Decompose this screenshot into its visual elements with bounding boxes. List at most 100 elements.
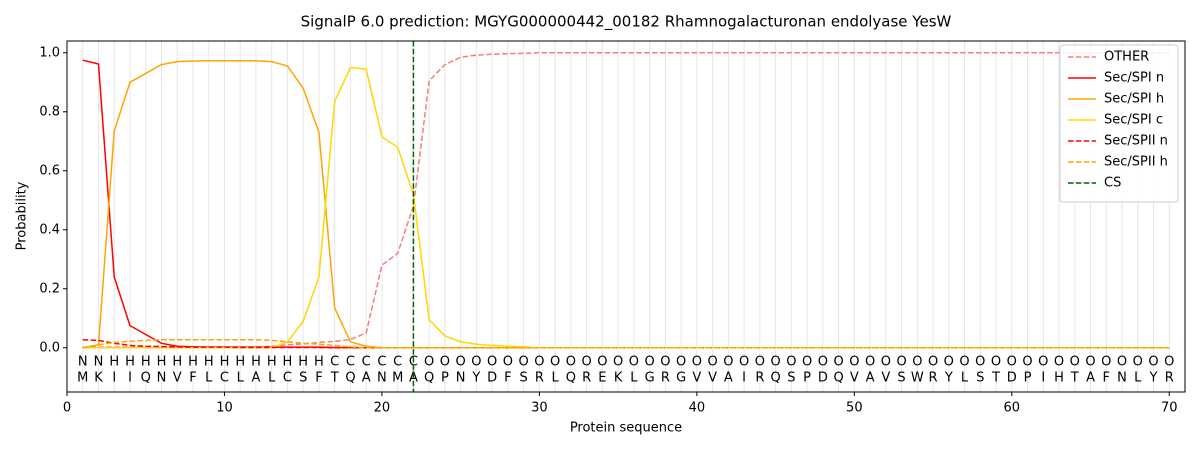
residue-label: O <box>597 354 607 369</box>
legend-label: Sec/SPI n <box>1104 71 1164 86</box>
residue-label: O <box>660 354 670 369</box>
residue-label: C <box>362 354 371 369</box>
residue: A <box>724 370 733 385</box>
y-tick-label: 0.6 <box>39 163 60 178</box>
residue: L <box>237 370 245 385</box>
residue: I <box>742 370 746 385</box>
residue-label: O <box>849 354 859 369</box>
residue: D <box>1007 370 1017 385</box>
residue: I <box>112 370 116 385</box>
residue: L <box>205 370 213 385</box>
residue: C <box>283 370 292 385</box>
residue: S <box>976 370 984 385</box>
residue-label: O <box>975 354 985 369</box>
residue: V <box>708 370 717 385</box>
residue-label: H <box>172 354 182 369</box>
residue: Q <box>566 370 576 385</box>
y-tick-label: 0.4 <box>39 222 60 237</box>
residue-label: O <box>865 354 875 369</box>
y-tick-label: 0.2 <box>39 281 60 296</box>
residue-label: C <box>330 354 339 369</box>
residue-label: H <box>298 354 308 369</box>
residue: A <box>252 370 261 385</box>
residue: R <box>661 370 670 385</box>
residue: I <box>128 370 132 385</box>
x-axis-label: Protein sequence <box>570 421 682 436</box>
residue: F <box>504 370 511 385</box>
residue: A <box>1086 370 1095 385</box>
residue-label: H <box>314 354 324 369</box>
residue-label: O <box>645 354 655 369</box>
residue-label: H <box>141 354 151 369</box>
residue: N <box>1117 370 1127 385</box>
x-tick-label: 0 <box>63 401 71 416</box>
residue: S <box>787 370 795 385</box>
residue-label: O <box>739 354 749 369</box>
residue-label: O <box>1085 354 1095 369</box>
residue-label: O <box>1148 354 1158 369</box>
residue-label: O <box>456 354 466 369</box>
residue-label: H <box>204 354 214 369</box>
residue-label: O <box>534 354 544 369</box>
y-tick-label: 0.0 <box>39 340 60 355</box>
residue: V <box>173 370 182 385</box>
residue: K <box>614 370 623 385</box>
residue: R <box>582 370 591 385</box>
x-tick-label: 10 <box>216 401 233 416</box>
residue: N <box>456 370 466 385</box>
residue: T <box>1070 370 1079 385</box>
residue-label: C <box>377 354 386 369</box>
residue: Q <box>345 370 355 385</box>
residue-label: O <box>519 354 529 369</box>
residue-label: O <box>959 354 969 369</box>
legend-label: Sec/SPI c <box>1104 113 1163 128</box>
residue: V <box>692 370 701 385</box>
residue-label: O <box>471 354 481 369</box>
residue: T <box>991 370 1000 385</box>
residue-label: O <box>770 354 780 369</box>
residue-label: O <box>424 354 434 369</box>
residue-label: O <box>1101 354 1111 369</box>
residue-label: O <box>613 354 623 369</box>
residue: M <box>392 370 403 385</box>
residue: Q <box>833 370 843 385</box>
y-tick-label: 1.0 <box>39 45 60 60</box>
residue: S <box>520 370 528 385</box>
residue: R <box>535 370 544 385</box>
residue: G <box>645 370 655 385</box>
residue: L <box>961 370 969 385</box>
residue-label: O <box>786 354 796 369</box>
residue: T <box>330 370 339 385</box>
residue-label: H <box>125 354 135 369</box>
residue: F <box>189 370 196 385</box>
residue: S <box>299 370 307 385</box>
residue-label: H <box>109 354 119 369</box>
residue-label: O <box>550 354 560 369</box>
residue-label: H <box>157 354 167 369</box>
residue: Y <box>944 370 953 385</box>
residue: L <box>268 370 276 385</box>
x-tick-label: 70 <box>1161 401 1178 416</box>
residue: F <box>1103 370 1110 385</box>
residue: Q <box>424 370 434 385</box>
residue: H <box>1054 370 1064 385</box>
residue: F <box>315 370 322 385</box>
residue: Y <box>471 370 480 385</box>
residue: A <box>866 370 875 385</box>
residue: Y <box>1149 370 1158 385</box>
residue-label: C <box>393 354 402 369</box>
legend-label: Sec/SPII h <box>1104 155 1168 170</box>
x-tick-label: 20 <box>374 401 391 416</box>
residue-label: O <box>503 354 513 369</box>
residue: R <box>1165 370 1174 385</box>
residue-label: O <box>833 354 843 369</box>
residue-label: O <box>991 354 1001 369</box>
residue: C <box>220 370 229 385</box>
residue: Q <box>770 370 780 385</box>
residue-label: O <box>1054 354 1064 369</box>
residue-label: O <box>1022 354 1032 369</box>
residue-label: H <box>188 354 198 369</box>
residue-label: O <box>928 354 938 369</box>
residue: V <box>881 370 890 385</box>
